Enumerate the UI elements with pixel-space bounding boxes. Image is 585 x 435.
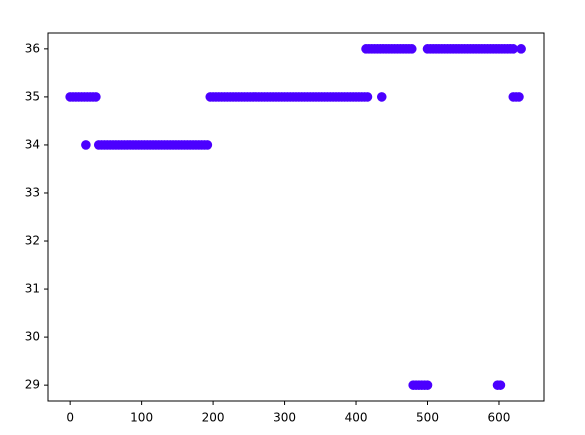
y-tick-label: 31 [25,282,40,296]
y-tick-label: 30 [25,330,40,344]
x-tick-label: 500 [416,411,439,425]
y-tick-label: 34 [25,137,40,151]
x-tick-label: 0 [66,411,74,425]
y-tick-label: 32 [25,234,40,248]
point [362,92,373,102]
point [422,380,433,390]
point [406,44,417,54]
x-tick-label: 300 [273,411,296,425]
point [81,140,91,150]
plot-frame [47,32,545,402]
point [516,44,526,54]
point [495,380,506,390]
x-tick-label: 200 [202,411,225,425]
y-tick-label: 35 [25,89,40,103]
point [514,92,524,102]
point [91,92,101,102]
y-tick-label: 33 [25,185,40,199]
point [508,44,519,54]
x-tick-label: 600 [488,411,511,425]
x-tick-label: 100 [130,411,153,425]
point [376,92,387,102]
y-tick-label: 29 [25,378,40,392]
point [202,140,213,150]
x-tick-label: 400 [345,411,368,425]
y-tick-label: 36 [25,41,40,55]
